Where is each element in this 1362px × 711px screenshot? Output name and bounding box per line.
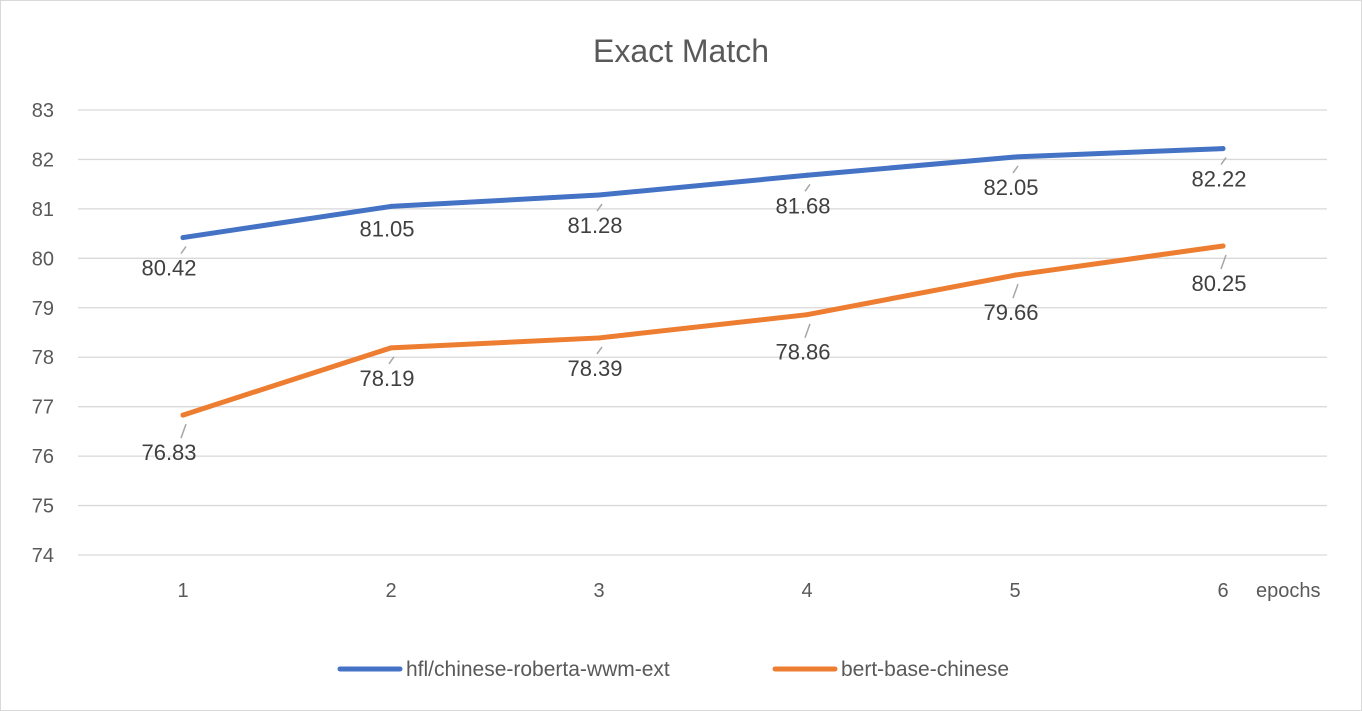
data-labels: 80.42 81.05 81.28 81.68 82.05 82.22 76.83 78.19… [141, 157, 1247, 465]
data-label: 80.42 [141, 256, 196, 281]
label-leader-line [1012, 283, 1019, 299]
x-axis-ticks: 1 2 3 4 5 6 [177, 580, 1228, 602]
data-label: 78.86 [775, 340, 830, 365]
label-leader-line [1220, 254, 1227, 270]
data-label: 76.83 [141, 440, 196, 465]
data-point [1220, 146, 1226, 152]
y-tick-label: 77 [32, 397, 54, 419]
legend-label: bert-base-chinese [841, 658, 1009, 681]
data-point [596, 192, 602, 198]
data-label: 82.22 [1191, 167, 1246, 192]
legend: hfl/chinese-roberta-wwm-ext bert-base-chi… [337, 658, 1009, 681]
data-point [1220, 243, 1226, 249]
data-point [1012, 154, 1018, 160]
label-leader-line [180, 246, 187, 255]
y-tick-label: 79 [32, 298, 54, 320]
x-tick-label: 1 [177, 580, 188, 602]
data-point [180, 235, 186, 241]
series-line [180, 243, 1226, 418]
y-axis-ticks: 74 75 76 77 78 79 80 81 82 83 [32, 100, 54, 567]
series-line [180, 146, 1226, 241]
y-tick-label: 82 [32, 149, 54, 171]
chart-title: Exact Match [593, 33, 769, 69]
x-tick-label: 4 [801, 580, 812, 602]
y-tick-label: 78 [32, 347, 54, 369]
label-leader-line [804, 183, 811, 192]
data-point [388, 203, 394, 209]
data-label: 81.05 [359, 216, 414, 241]
data-label: 78.19 [359, 366, 414, 391]
data-label: 81.68 [775, 193, 830, 218]
data-point [804, 172, 810, 178]
y-tick-label: 81 [32, 199, 54, 221]
label-leader-line [388, 356, 395, 365]
data-label: 81.28 [567, 213, 622, 238]
x-tick-label: 5 [1009, 580, 1020, 602]
x-tick-label: 2 [385, 580, 396, 602]
data-point [1012, 272, 1018, 278]
legend-label: hfl/chinese-roberta-wwm-ext [406, 658, 670, 681]
x-axis-label: epochs [1256, 580, 1321, 602]
y-tick-label: 74 [32, 545, 54, 567]
data-point [180, 412, 186, 418]
y-tick-label: 75 [32, 496, 54, 518]
data-label: 82.05 [983, 175, 1038, 200]
data-label: 79.66 [983, 300, 1038, 325]
gridlines [78, 109, 1327, 556]
x-tick-label: 6 [1217, 580, 1228, 602]
series-lines [180, 146, 1226, 418]
data-point [804, 312, 810, 318]
data-point [596, 335, 602, 341]
y-tick-label: 80 [32, 248, 54, 270]
label-leader-line [596, 203, 603, 212]
label-leader-line [180, 423, 187, 439]
label-leader-line [804, 323, 811, 338]
label-leader-line [1012, 165, 1019, 174]
data-label: 80.25 [1191, 271, 1246, 296]
y-tick-label: 76 [32, 446, 54, 468]
label-leader-line [596, 346, 603, 355]
data-point [388, 345, 394, 351]
label-leader-line [1220, 157, 1227, 166]
x-tick-label: 3 [593, 580, 604, 602]
data-label: 78.39 [567, 356, 622, 381]
y-tick-label: 83 [32, 100, 54, 122]
